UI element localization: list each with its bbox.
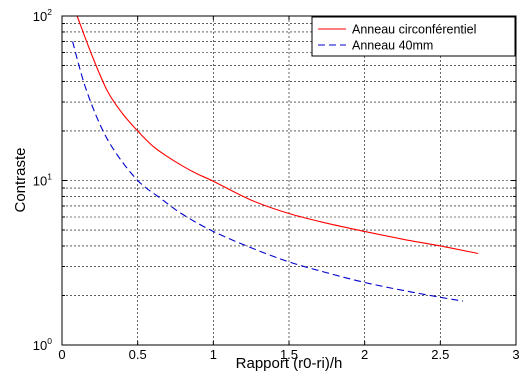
x-tick-label: 1.5 — [280, 347, 298, 362]
x-tick-label: 3 — [512, 347, 519, 362]
x-tick-label: 0.5 — [129, 347, 147, 362]
legend: Anneau circonférentiel Anneau 40mm — [311, 16, 516, 57]
x-tick-label: 1 — [210, 347, 217, 362]
axis-ticks: 0 0.5 1 1.5 2 2.5 3 100 101 102 — [33, 7, 520, 362]
y-tick-label: 101 — [33, 172, 52, 189]
series-line-1 — [76, 15, 479, 255]
series-lines — [72, 15, 479, 302]
x-tick-label: 0 — [58, 347, 65, 362]
y-axis-label: Contraste — [12, 147, 29, 212]
y-tick-label: 100 — [33, 336, 52, 353]
legend-label-2: Anneau 40mm — [352, 39, 433, 53]
x-tick-label: 2.5 — [431, 347, 449, 362]
legend-label-1: Anneau circonférentiel — [352, 23, 476, 37]
legend-box — [311, 16, 516, 57]
series-line-2 — [72, 41, 464, 302]
x-axis-label: Rapport (r0-ri)/h — [236, 355, 343, 372]
x-tick-label: 2 — [361, 347, 368, 362]
y-tick-label: 102 — [33, 7, 52, 24]
